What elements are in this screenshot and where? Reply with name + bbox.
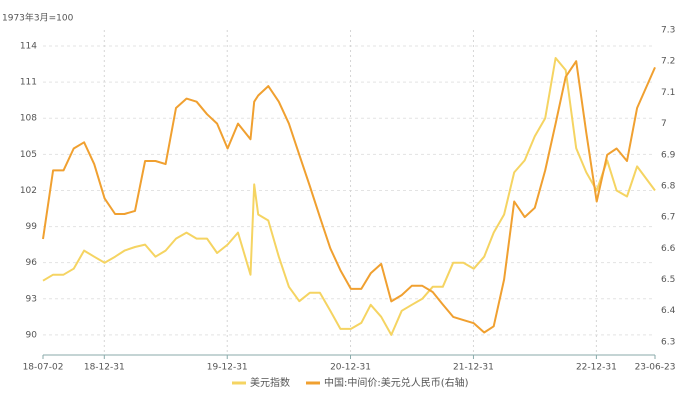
y-tick-label: 105 (20, 150, 37, 160)
y2-tick-label: 6.7 (661, 213, 675, 223)
x-tick-label: 19-12-31 (207, 363, 248, 373)
y-tick-label: 111 (20, 78, 37, 88)
y2-tick-label: 6.5 (661, 275, 675, 285)
y-tick-label: 102 (20, 186, 37, 196)
y2-tick-label: 6.3 (661, 337, 675, 347)
y2-tick-label: 6.8 (661, 181, 676, 191)
y2-tick-label: 7 (661, 119, 667, 129)
x-tick-label: 18-07-02 (23, 363, 64, 373)
legend-label: 中国:中间价:美元兑人民币(右轴) (324, 376, 469, 389)
y2-tick-label: 6.6 (661, 244, 676, 254)
x-tick-label: 20-12-31 (330, 363, 371, 373)
y-tick-label: 114 (20, 42, 37, 52)
line (42, 60, 656, 334)
y-tick-label: 93 (26, 294, 37, 304)
y-tick-label: 96 (26, 258, 38, 268)
x-tick-label: 21-12-31 (453, 363, 494, 373)
y2-tick-label: 6.4 (661, 306, 676, 316)
x-tick-label: 22-12-31 (576, 363, 617, 373)
x-tick-label: 18-12-31 (84, 363, 125, 373)
y2-tick-label: 7.3 (661, 26, 675, 36)
y-tick-label: 108 (20, 114, 37, 124)
y2-tick-label: 6.9 (661, 150, 676, 160)
y-tick-label: 99 (26, 222, 38, 232)
y-tick-label: 90 (26, 330, 38, 340)
legend-label: 美元指数 (250, 376, 290, 389)
line (42, 57, 656, 336)
x-tick-label: 23-06-23 (635, 363, 676, 373)
y-axis-label: 1973年3月=100 (2, 12, 74, 24)
y2-tick-label: 7.1 (661, 88, 675, 98)
y2-tick-label: 7.2 (661, 57, 675, 67)
